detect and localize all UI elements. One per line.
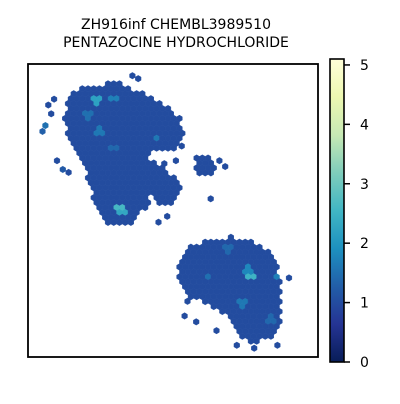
hexbin-cell [162, 199, 169, 207]
hexbin-cell [253, 337, 260, 345]
colorbar-tick-label: 2 [360, 236, 369, 252]
hexbin-cell [219, 307, 226, 316]
hexbin-cell [262, 332, 269, 340]
colorbar-gradient [329, 58, 345, 363]
hexbin-cell [39, 127, 46, 135]
hexbin-cell [184, 297, 191, 305]
hexbin-cell [122, 218, 129, 226]
hexbin-cell [207, 195, 214, 203]
colorbar-tick-label: 5 [360, 58, 369, 74]
hexbin-cell [135, 75, 142, 83]
hexbin-cell [233, 341, 240, 349]
colorbar-ticks: 0 1 2 3 4 5 [344, 58, 369, 371]
hexbin-cell [285, 274, 293, 282]
colorbar-tick-label: 1 [360, 296, 369, 312]
hexbin-cell [45, 101, 52, 109]
colorbar-tick-label: 0 [360, 355, 369, 371]
hexbin-cell [156, 199, 163, 207]
hexbin-cell [178, 142, 185, 150]
hexbin-cell [216, 157, 223, 165]
hexbin-cell [170, 144, 177, 152]
plot-area-frame [27, 63, 319, 358]
hexbin-cell [104, 218, 112, 226]
hexbin-cell [274, 341, 281, 349]
hexbin-cell [251, 344, 258, 352]
hexbin-cell [239, 332, 246, 340]
hexbin-cell [110, 218, 117, 226]
hexbin-cell [48, 110, 55, 118]
hexbin-cell [207, 169, 214, 177]
hexbin-cell [164, 144, 172, 152]
hexbin-cell [267, 332, 274, 340]
hexbin-cell [196, 169, 203, 177]
hexbin-cell [213, 327, 220, 335]
hexbin-cell [65, 168, 72, 176]
hexbin-cell [142, 204, 149, 212]
hexbin-cell [181, 312, 188, 320]
chart-title-line-2: PENTAZOCINE HYDROCHLORIDE [63, 35, 289, 51]
hexbin-cell [172, 157, 179, 165]
hexbin-cell [159, 144, 166, 152]
hexbin-cell [202, 298, 209, 306]
hexbin-cell [167, 199, 174, 207]
hexbin-cell [51, 95, 58, 103]
hexbin-cell [193, 293, 200, 301]
hexbin-cell [129, 72, 136, 80]
hexbin-cell [164, 212, 171, 220]
hexbin-cell [222, 163, 229, 171]
hexbin-cell [42, 121, 49, 130]
colorbar-tick-label: 3 [360, 177, 369, 193]
hexbin-cell [59, 165, 66, 174]
colorbar-tick-label: 4 [360, 117, 369, 133]
hexbin-cell [53, 157, 61, 165]
hexbin-cell [153, 144, 160, 152]
hexbin-cells [39, 72, 293, 352]
hexbin-cell [193, 318, 200, 326]
hexbin-cell [127, 218, 134, 226]
chart-title-line-1: ZH916inf CHEMBL3989510 [81, 17, 271, 33]
hexbin-cell [161, 160, 168, 168]
hexbin-cell [202, 169, 209, 177]
hexbin-cell [116, 218, 123, 226]
hexbin-cell [247, 337, 254, 345]
hexbin-cell [155, 218, 162, 226]
hexbin-cell [210, 303, 217, 311]
